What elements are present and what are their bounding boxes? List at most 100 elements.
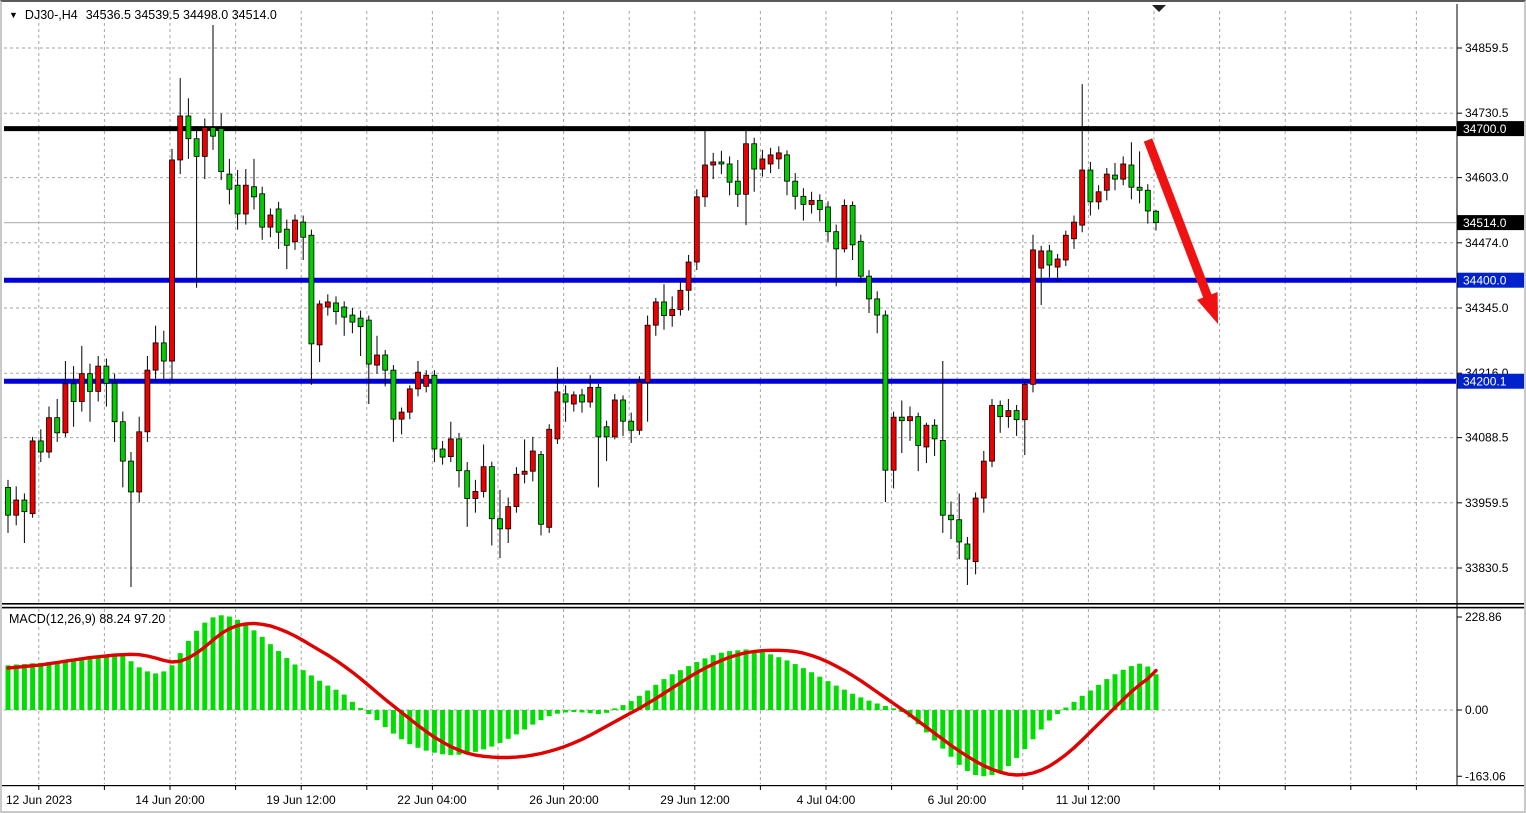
macd-histogram — [5, 615, 1159, 777]
candle — [1087, 161, 1094, 216]
macd-histogram-bar — [1112, 674, 1118, 710]
candle — [1136, 151, 1143, 204]
time-axis-separator — [2, 785, 1524, 787]
macd-histogram-bar — [46, 662, 52, 710]
macd-histogram-bar — [1096, 684, 1102, 710]
price-tick-label: 34730.5 — [1465, 106, 1509, 120]
candle — [13, 486, 20, 526]
candle — [5, 479, 11, 533]
macd-histogram-bar — [645, 690, 651, 710]
candle — [562, 385, 569, 422]
candle — [365, 315, 372, 405]
macd-histogram-bar — [349, 701, 355, 710]
candle — [423, 370, 430, 393]
candle — [464, 462, 471, 527]
macd-histogram-bar — [267, 644, 273, 710]
macd-histogram-bar — [226, 616, 232, 710]
candle — [169, 148, 175, 382]
candle — [554, 367, 561, 444]
macd-histogram-bar — [87, 657, 93, 710]
candle — [849, 201, 856, 260]
candle — [316, 300, 323, 363]
macd-histogram-bar — [735, 650, 741, 710]
candle — [751, 137, 758, 192]
panel-splitter[interactable] — [2, 603, 1526, 605]
candle — [816, 194, 823, 222]
macd-histogram-bar — [669, 674, 675, 710]
macd-histogram-bar — [710, 655, 716, 710]
macd-histogram-bar — [620, 705, 626, 710]
macd-histogram-bar — [579, 710, 585, 713]
candle — [259, 186, 266, 240]
chart-shift-marker-icon[interactable] — [1152, 5, 1166, 12]
macd-histogram-bar — [784, 660, 790, 710]
price-axis[interactable]: 34859.534730.534603.034474.034345.034216… — [1457, 41, 1526, 575]
macd-histogram-bar — [866, 700, 872, 710]
macd-histogram-bar — [1046, 710, 1052, 721]
price-badge: 34200.1 — [1457, 373, 1524, 389]
macd-histogram-bar — [464, 710, 470, 754]
candle — [808, 191, 815, 214]
candle — [390, 365, 397, 442]
macd-histogram-bar — [587, 710, 593, 714]
macd-histogram-bar — [79, 657, 85, 710]
candle — [324, 294, 331, 316]
candle — [710, 152, 717, 180]
macd-histogram-bar — [891, 708, 897, 710]
candle — [136, 416, 143, 503]
panel-splitter-lower[interactable] — [2, 606, 1526, 609]
macd-histogram-bar — [399, 710, 405, 740]
macd-tick-label: -163.06 — [1465, 769, 1506, 783]
trend-arrow[interactable] — [1143, 138, 1218, 324]
candle — [521, 439, 528, 484]
macd-histogram-bar — [563, 710, 569, 713]
macd-tick-label: 0.00 — [1465, 703, 1489, 717]
macd-histogram-bar — [522, 710, 528, 730]
macd-histogram-bar — [513, 710, 519, 735]
macd-histogram-bar — [1128, 666, 1134, 710]
candle — [1030, 234, 1036, 393]
candle — [267, 208, 274, 238]
macd-histogram-bar — [1063, 707, 1069, 710]
time-tick-label: 22 Jun 04:00 — [397, 793, 467, 807]
macd-histogram-bar — [481, 710, 487, 750]
macd-histogram-bar — [1153, 674, 1159, 710]
candle — [841, 199, 848, 253]
macd-histogram-bar — [497, 710, 503, 743]
time-axis[interactable]: 12 Jun 2023 14 Jun 20:00 19 Jun 12:00 22 Ju… — [6, 786, 1417, 807]
macd-histogram-bar — [727, 651, 733, 710]
candle — [1021, 381, 1028, 456]
candle — [1095, 185, 1102, 210]
candle — [119, 411, 126, 488]
macd-indicator-label: MACD(12,26,9) 88.24 97.20 — [9, 612, 165, 626]
macd-histogram-bar — [702, 658, 708, 710]
candle — [529, 436, 536, 482]
candle — [587, 375, 594, 408]
symbol-dropdown-icon[interactable]: ▼ — [9, 10, 18, 20]
macd-histogram-bar — [595, 710, 601, 715]
macd-histogram-bar — [1087, 690, 1093, 710]
price-tick-label: 33959.5 — [1465, 496, 1509, 510]
macd-histogram-bar — [1120, 669, 1126, 710]
candle — [890, 411, 897, 489]
macd-histogram-bar — [882, 705, 888, 710]
symbol-timeframe-label: DJ30-,H4 — [24, 8, 78, 22]
macd-histogram-bar — [456, 710, 462, 755]
candle — [152, 325, 159, 382]
macd-histogram-bar — [817, 676, 823, 710]
candle — [1112, 162, 1118, 191]
macd-histogram-bar — [185, 640, 191, 710]
candle — [800, 188, 807, 221]
candle — [857, 234, 864, 283]
candle — [685, 254, 692, 311]
macd-histogram-bar — [317, 680, 323, 710]
macd-histogram-bar — [202, 622, 208, 710]
time-tick-label: 26 Jun 20:00 — [529, 793, 599, 807]
candle — [333, 296, 339, 325]
macd-histogram-bar — [472, 710, 478, 752]
macd-axis[interactable]: 228.86 0.00 -163.06 — [1457, 610, 1506, 783]
macd-histogram-bar — [161, 671, 167, 710]
macd-signal-value: 97.20 — [134, 612, 166, 626]
candle — [825, 201, 831, 242]
